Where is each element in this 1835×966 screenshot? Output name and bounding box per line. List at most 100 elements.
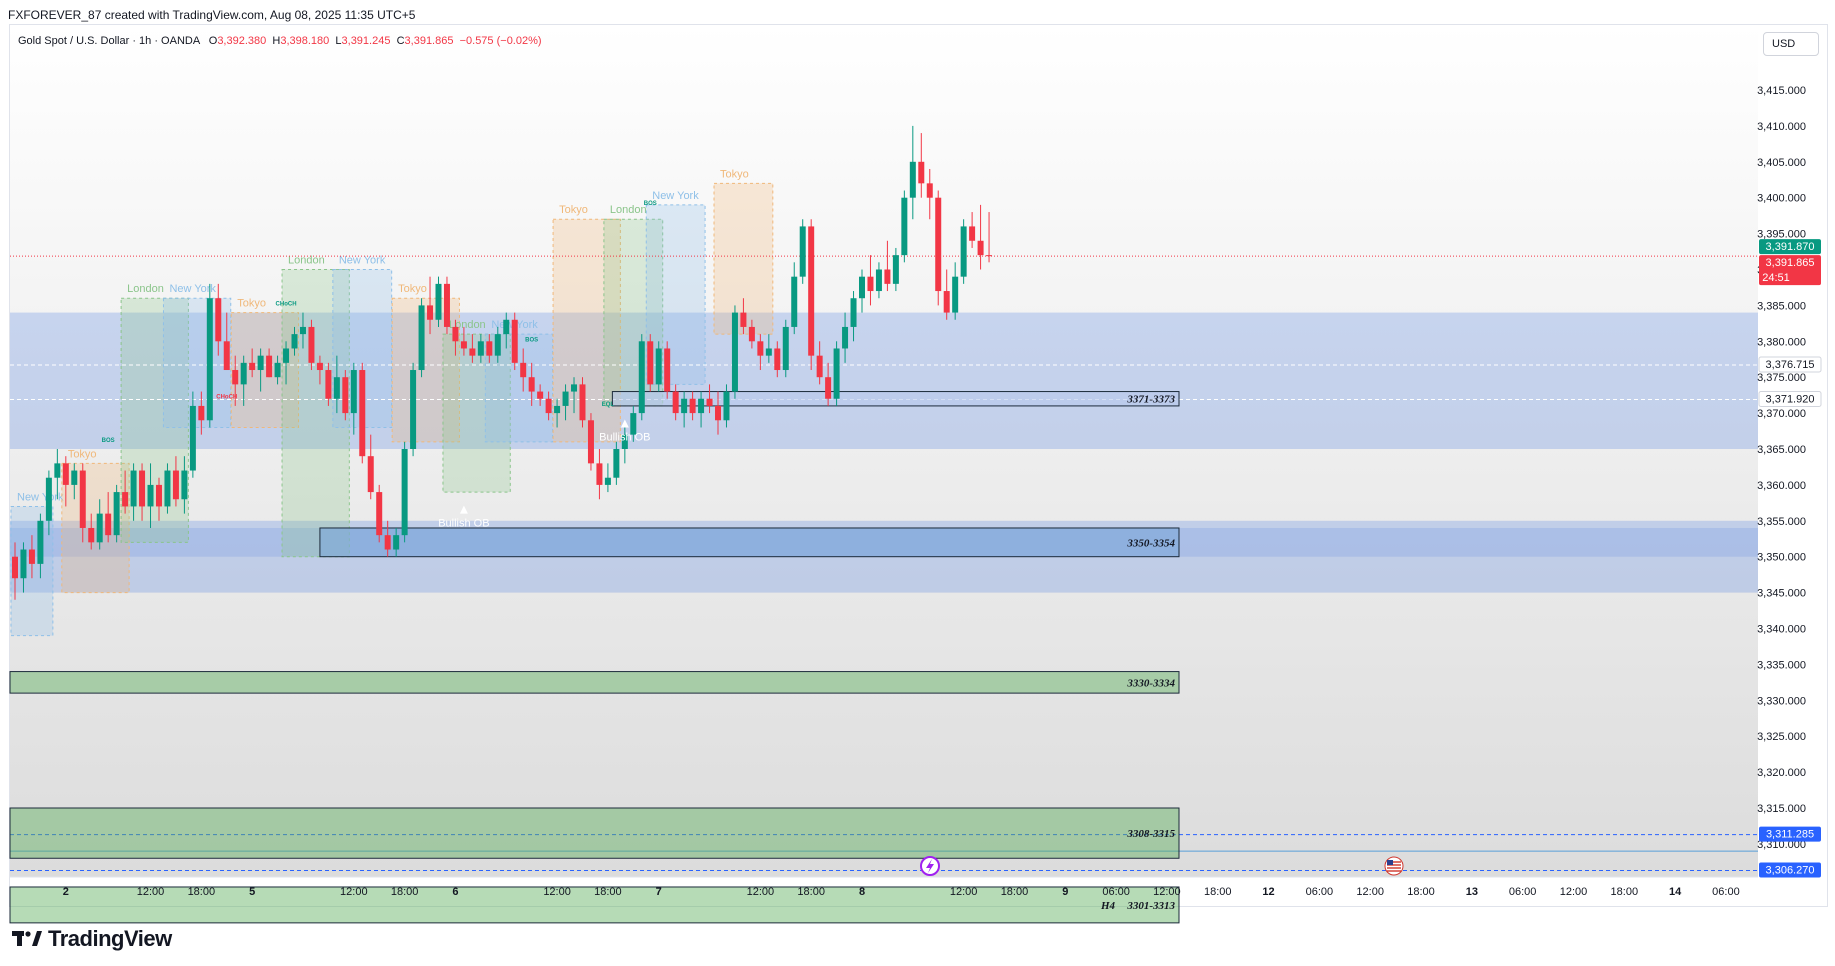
tradingview-wordmark: TradingView [48, 926, 172, 951]
currency-button[interactable]: USD [1763, 32, 1819, 56]
y-axis-tick-label: 3,310.000 [1757, 839, 1806, 851]
candle-body-down [79, 470, 86, 528]
structure-label: CHoCH [276, 301, 297, 307]
session-label-london: London [610, 204, 647, 216]
x-axis-tick-label: 18:00 [1407, 886, 1435, 898]
y-axis-tick-label: 3,385.000 [1757, 300, 1806, 312]
price-tag-label: 3,306.270 [1766, 864, 1815, 876]
candle-body-up [554, 405, 561, 414]
candle-body-up [299, 326, 306, 335]
candle-body-up [164, 470, 171, 507]
zone-box [611, 391, 1180, 407]
candle-body-up [418, 305, 425, 371]
open-value: 3,392.380 [217, 35, 267, 47]
session-label-tokyo: Tokyo [559, 204, 588, 216]
candle-body-up [799, 226, 806, 277]
x-axis-tick-label: 06:00 [1102, 886, 1130, 898]
y-axis-tick-label: 3,325.000 [1757, 731, 1806, 743]
candle-body-up [240, 362, 247, 385]
price-tag-label: 3,391.870 [1766, 241, 1815, 253]
candle-body-down [986, 255, 993, 257]
zone-label: 3371-3373 [1126, 394, 1175, 406]
supply-demand-zone-upper [10, 312, 1758, 449]
candle-body-up [181, 470, 188, 500]
candle-body-up [765, 348, 772, 356]
symbol-legend: Gold Spot / U.S. Dollar · 1h · OANDA O3,… [18, 35, 542, 47]
candle-body-up [393, 535, 400, 550]
zone-label: 3350-3354 [1126, 537, 1175, 549]
candle-body-up [952, 276, 959, 313]
plot-background [10, 25, 1758, 877]
zone-box [319, 527, 1180, 558]
price-tag-label: 3,371.920 [1766, 393, 1815, 405]
open-label: O [208, 35, 218, 47]
price-tag-blue [1759, 826, 1821, 842]
y-axis-tick-label: 3,365.000 [1757, 444, 1806, 456]
x-axis-tick-label: 12:00 [1356, 886, 1384, 898]
y-axis-tick-label: 3,340.000 [1757, 624, 1806, 636]
x-axis-tick-label: 12 [1262, 886, 1274, 898]
candle-body-down [706, 398, 713, 406]
candle-body-up [850, 298, 857, 327]
candle-body-down [748, 326, 755, 342]
zone-label: 3308-3315 [1126, 828, 1175, 840]
order-block-arrow-icon [620, 419, 629, 428]
session-label-tokyo: Tokyo [398, 283, 427, 295]
candle-body-down [520, 362, 527, 378]
structure-label: BOS [644, 201, 657, 207]
session-label-tokyo: Tokyo [68, 448, 97, 460]
x-axis-tick-label: 9 [1062, 886, 1068, 898]
candle-body-up [782, 326, 789, 371]
session-box-ny [645, 204, 706, 385]
x-axis-tick-label: 18:00 [797, 886, 825, 898]
session-label-london: London [127, 283, 164, 295]
candle-body-down [198, 405, 205, 421]
candle-body-down [689, 398, 696, 414]
session-label-london: London [288, 255, 325, 267]
candle-body-up [892, 255, 899, 284]
candle-body-down [232, 370, 239, 385]
candle-body-down [325, 370, 332, 399]
candle-body-up [54, 463, 61, 478]
candle-body-down [443, 283, 450, 327]
x-axis-tick-label: 7 [656, 886, 662, 898]
candle-body-down [579, 384, 586, 421]
candle-body-down [308, 326, 315, 363]
candle-body-up [45, 477, 52, 521]
y-axis-tick-label: 3,395.000 [1757, 229, 1806, 241]
candle-body-up [147, 484, 154, 507]
y-axis-tick-label: 3,315.000 [1757, 803, 1806, 815]
candle-body-up [698, 398, 705, 414]
candle-body-down [266, 355, 273, 378]
zone-box [9, 807, 1180, 859]
candle-body-down [359, 370, 366, 457]
x-axis-tick-label: 12:00 [747, 886, 775, 898]
candle-body-down [376, 492, 383, 536]
candle-body-up [723, 391, 730, 421]
session-label-ny: New York [339, 255, 386, 267]
candle-body-down [384, 535, 391, 550]
x-axis-tick-label: 18:00 [1001, 886, 1029, 898]
y-axis-tick-label: 3,355.000 [1757, 516, 1806, 528]
candle-body-up [113, 492, 120, 536]
tradingview-logo-icon [12, 931, 42, 946]
price-tag-white [1758, 356, 1822, 373]
candle-body-up [130, 470, 137, 507]
candle-body-down [105, 513, 112, 536]
zone-prefix-label: H4 [1100, 900, 1116, 912]
x-axis-tick-label: 13 [1466, 886, 1478, 898]
x-axis-tick-label: 18:00 [1611, 886, 1639, 898]
change-value: −0.575 (−0.02%) [459, 35, 542, 47]
candle-body-down [28, 549, 35, 564]
lightning-event-icon-bolt [926, 859, 934, 873]
candle-body-up [630, 413, 637, 435]
structure-label: EQL [602, 402, 615, 408]
y-axis-tick-label: 3,415.000 [1757, 85, 1806, 97]
candle-body-down [664, 348, 671, 392]
x-axis-tick-label: 12:00 [137, 886, 165, 898]
candle-body-up [613, 449, 620, 478]
y-axis-tick-label: 3,350.000 [1757, 552, 1806, 564]
y-axis-tick-label: 3,360.000 [1757, 480, 1806, 492]
candle-body-up [655, 348, 662, 385]
